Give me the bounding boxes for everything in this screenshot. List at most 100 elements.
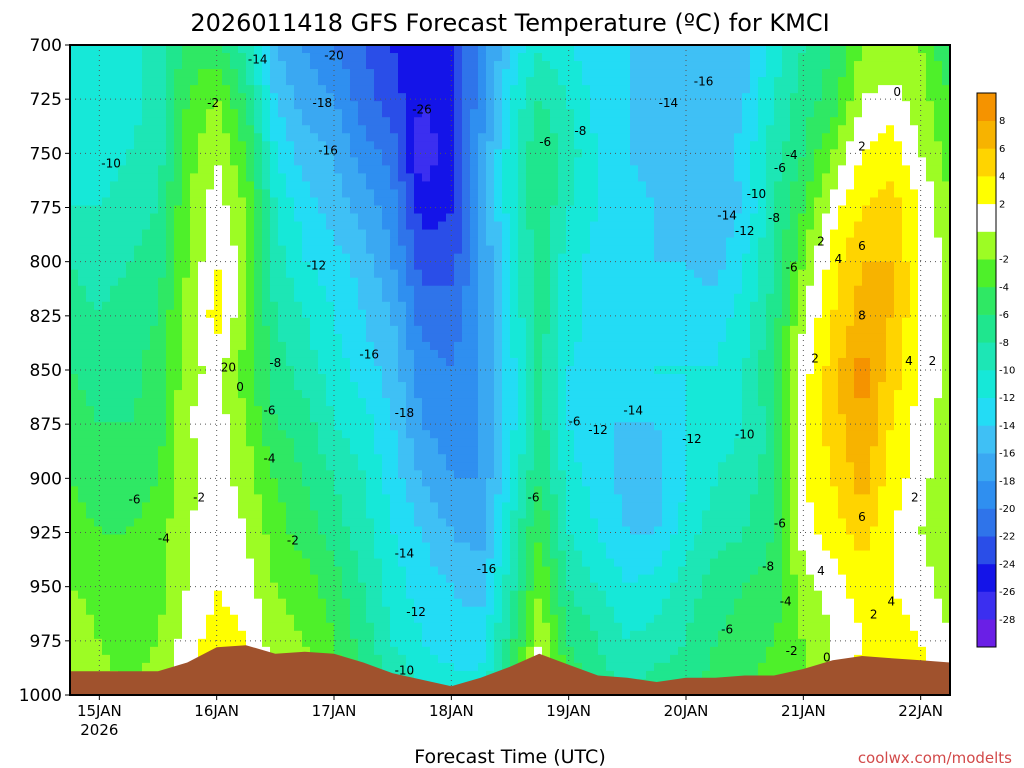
temperature-cell <box>318 277 327 287</box>
temperature-cell <box>390 141 399 150</box>
temperature-cell <box>206 357 215 367</box>
temperature-cell <box>166 61 175 70</box>
temperature-cell <box>142 558 151 568</box>
temperature-cell <box>190 301 199 311</box>
temperature-cell <box>174 382 183 391</box>
temperature-cell <box>142 486 151 495</box>
temperature-cell <box>158 109 167 118</box>
temperature-cell <box>534 77 543 86</box>
temperature-cell <box>342 574 351 584</box>
temperature-cell <box>454 670 463 680</box>
temperature-cell <box>302 149 311 158</box>
temperature-cell <box>510 534 519 544</box>
temperature-cell <box>214 125 223 134</box>
temperature-cell <box>86 526 95 536</box>
temperature-cell <box>438 582 447 592</box>
temperature-cell <box>134 446 143 455</box>
temperature-cell <box>390 349 399 359</box>
temperature-cell <box>374 406 383 415</box>
temperature-cell <box>550 646 559 656</box>
temperature-cell <box>78 566 87 576</box>
temperature-cell <box>118 630 127 640</box>
temperature-cell <box>286 61 295 70</box>
temperature-cell <box>350 205 359 215</box>
temperature-cell <box>190 614 199 624</box>
temperature-cell <box>534 197 543 207</box>
temperature-cell <box>350 349 359 359</box>
temperature-cell <box>366 558 375 568</box>
temperature-cell <box>510 349 519 359</box>
temperature-cell <box>310 229 319 239</box>
temperature-cell <box>382 414 391 423</box>
temperature-cell <box>390 614 399 624</box>
temperature-cell <box>230 293 239 303</box>
temperature-cell <box>254 253 263 263</box>
temperature-cell <box>182 197 191 207</box>
temperature-cell <box>278 349 287 359</box>
temperature-cell <box>486 486 495 495</box>
temperature-cell <box>422 654 431 664</box>
temperature-cell <box>462 574 471 584</box>
temperature-cell <box>142 261 151 271</box>
temperature-cell <box>550 205 559 215</box>
temperature-cell <box>190 77 199 86</box>
temperature-cell <box>78 85 87 94</box>
temperature-cell <box>246 574 255 584</box>
temperature-cell <box>462 141 471 150</box>
temperature-cell <box>534 341 543 351</box>
temperature-cell <box>270 357 279 367</box>
temperature-cell <box>270 470 279 479</box>
temperature-cell <box>350 486 359 495</box>
temperature-cell <box>78 574 87 584</box>
temperature-cell <box>134 301 143 311</box>
temperature-cell <box>326 526 335 536</box>
temperature-cell <box>302 598 311 608</box>
temperature-cell <box>134 109 143 118</box>
temperature-cell <box>542 446 551 455</box>
temperature-cell <box>86 77 95 86</box>
temperature-cell <box>174 285 183 295</box>
temperature-cell <box>158 45 167 54</box>
temperature-cell <box>366 197 375 207</box>
temperature-cell <box>134 414 143 423</box>
temperature-cell <box>470 550 479 560</box>
temperature-cell <box>334 526 343 536</box>
temperature-cell <box>398 213 407 223</box>
temperature-cell <box>494 333 503 343</box>
temperature-cell <box>366 349 375 359</box>
temperature-cell <box>134 510 143 520</box>
temperature-cell <box>446 125 455 134</box>
temperature-cell <box>214 406 223 415</box>
temperature-cell <box>414 454 423 463</box>
temperature-cell <box>470 566 479 576</box>
temperature-cell <box>166 526 175 536</box>
temperature-cell <box>390 646 399 656</box>
temperature-cell <box>390 494 399 503</box>
temperature-cell <box>382 85 391 94</box>
temperature-cell <box>526 446 535 455</box>
temperature-cell <box>310 462 319 471</box>
temperature-cell <box>150 502 159 512</box>
temperature-cell <box>102 349 111 359</box>
temperature-cell <box>494 189 503 199</box>
temperature-cell <box>414 277 423 287</box>
temperature-cell <box>278 93 287 102</box>
temperature-cell <box>358 574 367 584</box>
temperature-cell <box>286 205 295 215</box>
temperature-cell <box>534 446 543 455</box>
temperature-cell <box>302 133 311 142</box>
temperature-cell <box>174 630 183 640</box>
temperature-cell <box>486 382 495 391</box>
temperature-cell <box>438 470 447 479</box>
temperature-cell <box>294 558 303 568</box>
temperature-cell <box>342 438 351 447</box>
temperature-cell <box>358 157 367 166</box>
temperature-cell <box>174 558 183 568</box>
temperature-cell <box>406 61 415 70</box>
temperature-cell <box>406 534 415 544</box>
temperature-cell <box>190 406 199 415</box>
temperature-cell <box>334 173 343 183</box>
temperature-cell <box>102 478 111 487</box>
temperature-cell <box>230 109 239 118</box>
temperature-cell <box>454 365 463 375</box>
